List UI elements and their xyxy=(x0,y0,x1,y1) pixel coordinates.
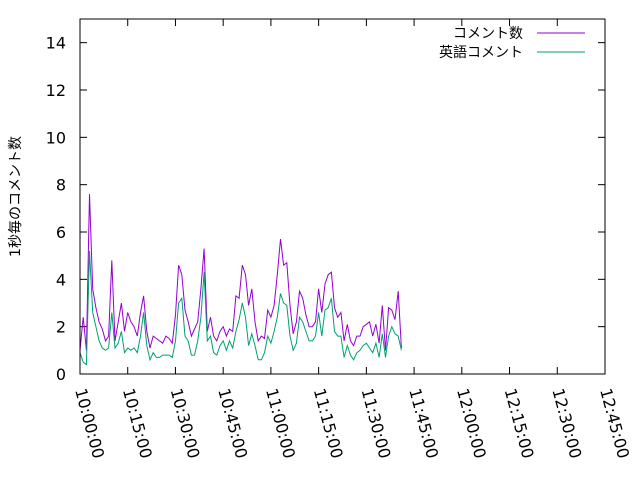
x-tick-label: 12:45:00 xyxy=(596,386,633,460)
y-tick-label: 6 xyxy=(56,223,66,242)
x-tick-label: 12:00:00 xyxy=(453,386,490,460)
ticks xyxy=(79,19,606,375)
x-tick-label: 11:15:00 xyxy=(310,386,347,460)
tick-labels: 0 2 4 6 8 10 12 14 10:00:00 10:15:00 10:30:00 10:45… xyxy=(46,34,633,461)
x-tick-label: 11:45:00 xyxy=(405,386,442,460)
y-axis-label: 1秒毎のコメント数 xyxy=(8,136,24,257)
y-tick-label: 0 xyxy=(56,365,66,384)
x-tick-label: 10:30:00 xyxy=(167,386,204,460)
x-tick-label: 12:30:00 xyxy=(548,386,585,460)
series-line-2 xyxy=(79,250,402,366)
y-tick-label: 2 xyxy=(56,318,66,337)
legend-label-2: 英語コメント xyxy=(439,44,523,61)
y-tick-label: 4 xyxy=(56,270,66,289)
series-line-1 xyxy=(79,194,402,351)
y-tick-label: 8 xyxy=(56,176,66,195)
x-tick-label: 12:15:00 xyxy=(501,386,538,460)
x-tick-label: 11:00:00 xyxy=(262,386,299,460)
plot-frame xyxy=(79,18,606,375)
series-lines xyxy=(79,194,402,366)
legend-label-1: コメント数 xyxy=(453,26,523,42)
x-tick-label: 11:30:00 xyxy=(357,386,394,460)
y-tick-label: 12 xyxy=(46,81,66,100)
y-tick-label: 10 xyxy=(46,128,66,147)
x-tick-label: 10:00:00 xyxy=(71,386,108,460)
y-tick-label: 14 xyxy=(46,34,66,53)
x-tick-label: 10:45:00 xyxy=(214,386,251,460)
x-tick-label: 10:15:00 xyxy=(119,386,156,460)
